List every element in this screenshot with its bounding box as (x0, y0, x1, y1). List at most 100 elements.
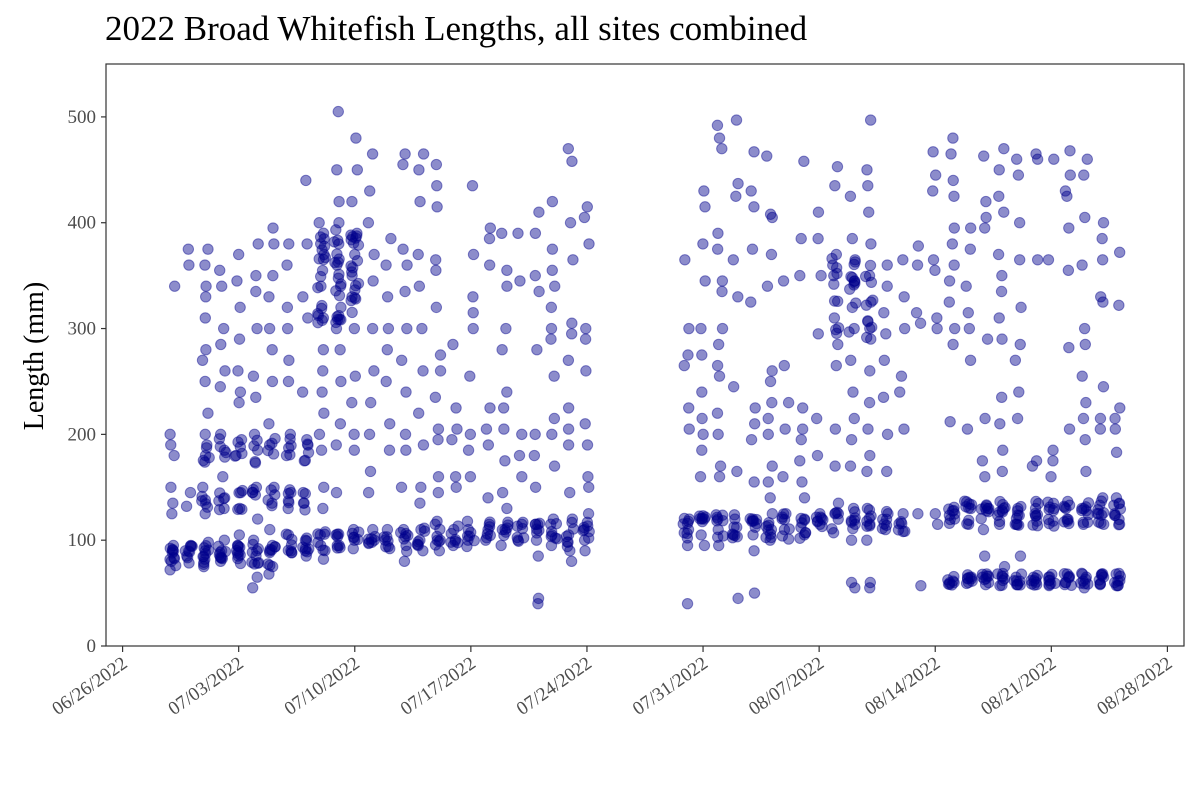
data-point (199, 375, 211, 388)
data-point (314, 270, 327, 283)
data-point (1043, 579, 1055, 592)
x-tick-label: 07/10/2022 (281, 653, 364, 720)
data-point (965, 498, 978, 511)
data-point (347, 542, 359, 555)
data-point (462, 534, 474, 546)
data-point (197, 558, 210, 571)
data-point (948, 576, 960, 589)
data-point (980, 211, 992, 224)
x-tick-label: 07/24/2022 (513, 653, 596, 720)
data-point (450, 402, 462, 414)
data-point (948, 570, 960, 583)
data-point (961, 572, 974, 584)
data-point (316, 244, 328, 256)
data-point (269, 541, 281, 553)
data-point (931, 322, 943, 335)
data-point (461, 515, 474, 527)
data-point (578, 534, 591, 546)
data-point (764, 375, 777, 388)
data-point (196, 495, 208, 507)
data-point (264, 523, 276, 536)
data-point (450, 481, 462, 493)
data-point (246, 582, 259, 594)
data-point (215, 338, 227, 351)
data-point (717, 530, 729, 542)
data-point (201, 501, 214, 513)
data-point (199, 259, 211, 271)
data-point (382, 535, 394, 547)
data-point (516, 470, 528, 483)
data-point (579, 545, 591, 557)
data-point (867, 294, 879, 306)
data-point (1043, 517, 1055, 530)
data-point (264, 545, 276, 557)
data-point (214, 551, 227, 563)
data-point (198, 542, 210, 554)
data-point (980, 499, 993, 511)
data-point (496, 344, 508, 356)
data-point (249, 455, 261, 468)
data-point (578, 523, 590, 536)
data-point (335, 278, 347, 290)
data-point (1114, 570, 1127, 583)
y-axis: 0 100 200 300 400 500 (68, 107, 106, 657)
data-point (782, 396, 795, 409)
data-point (880, 519, 893, 532)
data-point (1076, 567, 1088, 580)
data-point (281, 322, 294, 335)
data-point (368, 365, 380, 377)
data-point (1044, 501, 1056, 513)
data-point (749, 521, 761, 533)
data-point (299, 504, 311, 516)
data-point (252, 556, 265, 569)
data-point (285, 486, 297, 499)
data-point (500, 322, 512, 335)
data-point (346, 306, 358, 319)
data-point (863, 206, 875, 218)
data-point (166, 544, 179, 556)
data-point (213, 503, 226, 516)
data-point (562, 423, 575, 435)
data-point (816, 520, 828, 533)
data-point (729, 513, 741, 525)
y-tick-label: 400 (68, 213, 97, 234)
data-point (812, 515, 824, 527)
data-point (993, 518, 1006, 531)
data-point (513, 449, 526, 462)
data-point (1108, 508, 1121, 520)
data-point (517, 532, 530, 544)
data-point (1058, 501, 1071, 514)
data-point (299, 454, 312, 467)
data-point (861, 164, 873, 176)
data-point (199, 312, 211, 324)
data-point (346, 291, 358, 303)
data-point (1097, 506, 1110, 519)
data-point (197, 454, 210, 467)
data-point (699, 511, 712, 523)
data-point (434, 523, 446, 536)
data-point (782, 533, 795, 545)
data-point (991, 568, 1004, 580)
data-point (794, 455, 806, 467)
data-point (318, 528, 331, 540)
data-point (517, 516, 529, 528)
data-point (199, 553, 211, 565)
data-point (164, 428, 176, 441)
data-point (777, 470, 789, 483)
data-point (415, 481, 427, 493)
data-point (567, 523, 580, 535)
data-point (710, 509, 722, 521)
data-point (882, 508, 894, 520)
data-point (345, 294, 357, 307)
data-point (202, 243, 214, 255)
data-point (879, 523, 892, 536)
data-point (1059, 578, 1071, 591)
data-point (982, 505, 995, 518)
data-point (1112, 579, 1124, 592)
data-point (213, 495, 225, 507)
data-point (297, 486, 309, 499)
data-point (832, 513, 844, 525)
data-point (547, 513, 560, 525)
data-point (997, 574, 1009, 587)
data-point (280, 449, 293, 462)
